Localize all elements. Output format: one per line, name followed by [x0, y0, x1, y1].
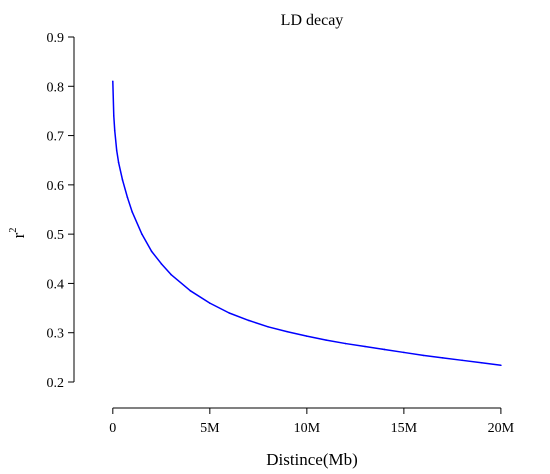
- data-point: [422, 354, 425, 357]
- y-axis-title-group: r2: [8, 228, 28, 239]
- data-point: [209, 302, 211, 304]
- data-point: [441, 357, 444, 359]
- data-point: [364, 345, 366, 348]
- data-point: [150, 250, 153, 253]
- y-tick-label: 0.9: [47, 31, 65, 46]
- data-point: [160, 262, 163, 265]
- x-tick-label: 10M: [294, 421, 321, 436]
- chart-title: LD decay: [281, 12, 344, 29]
- y-axis-title: r2: [8, 228, 28, 239]
- data-point: [126, 196, 129, 198]
- data-point: [267, 326, 269, 328]
- data-point: [306, 335, 308, 337]
- x-tick-label: 20M: [488, 421, 515, 436]
- y-tick-label: 0.8: [47, 80, 65, 95]
- data-point: [113, 129, 116, 132]
- data-point: [325, 339, 328, 341]
- data-point: [403, 351, 405, 354]
- series-line: [112, 81, 501, 366]
- y-tick-label: 0.6: [47, 179, 65, 194]
- data-point: [117, 161, 120, 164]
- data-point: [383, 348, 386, 351]
- data-point: [461, 359, 463, 362]
- data-point: [500, 364, 502, 367]
- x-tick-label: 15M: [391, 421, 418, 436]
- y-ticks: 0.2 0.3 0.4 0.5 0.6 0.7 0.8 0.9: [47, 31, 74, 391]
- y-axis-title-superscript: 2: [8, 228, 19, 233]
- data-point: [121, 179, 124, 181]
- x-tick-label: 0: [109, 421, 116, 436]
- data-point: [170, 273, 172, 276]
- series-group: [112, 80, 502, 367]
- data-point: [112, 80, 114, 83]
- data-point: [228, 312, 231, 314]
- data-point: [112, 115, 115, 117]
- data-point: [141, 233, 143, 235]
- x-tick-label: 5M: [200, 421, 220, 436]
- data-point: [247, 319, 250, 322]
- y-tick-label: 0.3: [47, 327, 65, 342]
- y-axis-title-base: r: [9, 232, 28, 238]
- x-axis-title: Distince(Mb): [266, 450, 358, 469]
- y-tick-label: 0.5: [47, 228, 65, 243]
- data-point: [115, 149, 118, 152]
- y-tick-label: 0.7: [47, 130, 65, 145]
- data-point: [286, 330, 289, 333]
- data-point: [480, 361, 483, 364]
- data-point: [344, 342, 347, 345]
- data-point: [131, 211, 134, 213]
- y-tick-label: 0.4: [47, 277, 65, 292]
- y-tick-label: 0.2: [47, 376, 65, 391]
- data-point: [189, 290, 192, 292]
- x-ticks: 0 5M 10M 15M 20M: [109, 408, 515, 436]
